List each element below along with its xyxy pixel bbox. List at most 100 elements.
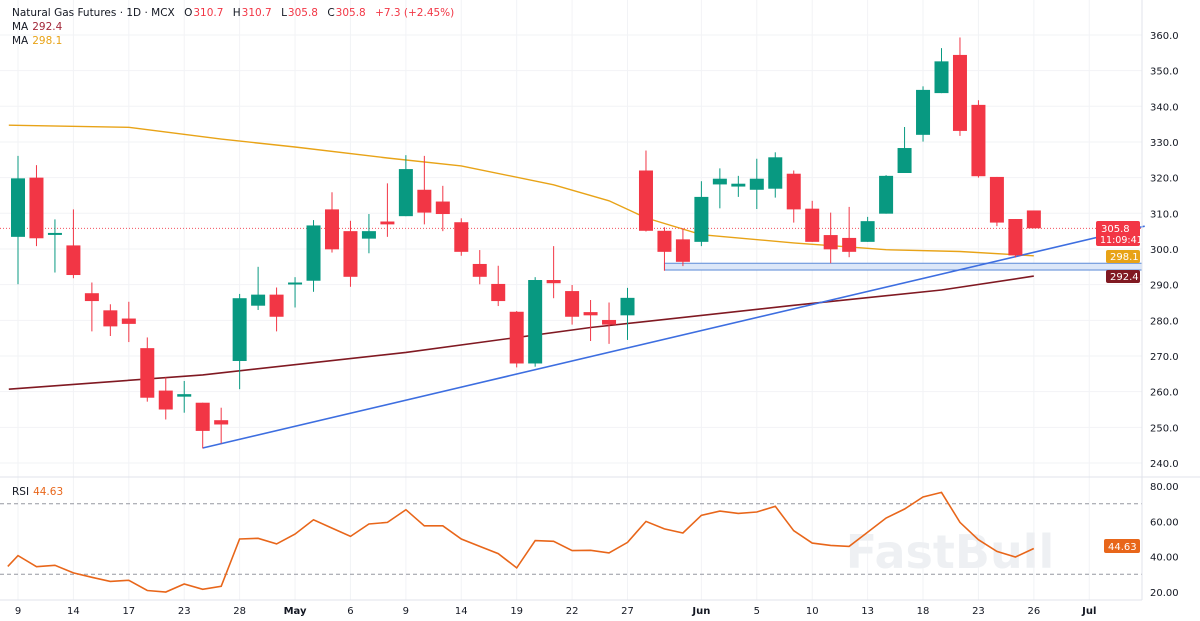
candle-body (805, 208, 820, 242)
candle (11, 155, 25, 285)
candle (288, 277, 303, 308)
ma-long-tag (1106, 270, 1140, 283)
candle (860, 216, 875, 242)
countdown-text: 11:09:41 (1100, 235, 1143, 246)
price-tick-label: 320.0 (1150, 174, 1179, 185)
candle-body (29, 177, 44, 239)
open-label: O (184, 7, 193, 19)
candle (805, 200, 820, 242)
candle (620, 287, 635, 340)
price-tick-label: 300.0 (1150, 245, 1179, 256)
candle-body (602, 319, 617, 325)
ma-short-value: 298.1 (32, 35, 63, 47)
time-tick-label: 17 (122, 606, 135, 617)
candle-body (546, 280, 561, 284)
candle (472, 250, 487, 285)
candle-body (879, 175, 894, 214)
time-tick-label: Jun (691, 606, 710, 617)
time-tick-label: 19 (510, 606, 523, 617)
candle (66, 209, 81, 279)
time-tick-label: 6 (347, 606, 353, 617)
candle (657, 227, 672, 271)
rsi-tag-text: 44.63 (1108, 542, 1137, 553)
time-tick-label: 22 (566, 606, 579, 617)
candle-body (121, 318, 136, 324)
candle-body (934, 61, 949, 94)
candle-body (620, 297, 635, 316)
candle-body (66, 245, 81, 276)
price-tick-label: 330.0 (1150, 138, 1179, 149)
candle-body (269, 294, 284, 317)
high-value: 310.7 (241, 7, 272, 19)
candle-body (749, 178, 764, 190)
time-tick-label: 5 (754, 606, 760, 617)
candle (897, 126, 912, 174)
candle-body (583, 312, 598, 316)
rsi-line (7, 491, 1035, 593)
candle (565, 285, 580, 325)
candle (638, 150, 653, 232)
rsi-tag (1104, 539, 1140, 553)
candle (361, 214, 376, 254)
candle (583, 299, 598, 342)
rsi-tick-label: 40.00 (1150, 553, 1179, 564)
time-tick-label: Jul (1081, 606, 1096, 617)
price-tick-label: 310.0 (1150, 209, 1179, 220)
candle (528, 277, 543, 367)
candle-body (491, 283, 506, 302)
chart-legend: Natural Gas Futures · 1D · MCX O310.7 H3… (12, 6, 454, 48)
low-value: 305.8 (287, 7, 318, 19)
candle (140, 337, 155, 402)
candle-body (232, 298, 247, 361)
candle-body (214, 420, 229, 425)
change-value: +7.3 (+2.45%) (375, 7, 455, 19)
candle (989, 176, 1004, 227)
time-tick-label: 26 (1027, 606, 1040, 617)
candle-body (1008, 219, 1023, 256)
candles (11, 37, 1041, 449)
time-tick-label: 9 (15, 606, 21, 617)
candle (768, 152, 783, 198)
candle-body (971, 104, 986, 177)
ma-long-label: MA (12, 21, 29, 33)
candle (454, 218, 469, 256)
candle-body (786, 173, 801, 210)
time-tick-label: 23 (972, 606, 985, 617)
candle (121, 301, 136, 343)
candle (251, 266, 266, 310)
candle (435, 185, 450, 232)
ma-long-tag-text: 292.4 (1110, 272, 1139, 283)
candle-body (417, 189, 432, 213)
time-tick-label: 18 (917, 606, 930, 617)
time-tick-label: 9 (403, 606, 409, 617)
price-tick-label: 290.0 (1150, 281, 1179, 292)
candle (84, 282, 99, 332)
candle (214, 407, 229, 444)
candle (1026, 210, 1041, 229)
ma-long-legend[interactable]: MA 292.4 (12, 20, 454, 34)
low-label: L (281, 7, 287, 19)
candle (177, 380, 192, 413)
time-tick-label: 27 (621, 606, 634, 617)
candle-body (768, 157, 783, 189)
ma-short-legend[interactable]: MA 298.1 (12, 34, 454, 48)
price-tick-label: 270.0 (1150, 352, 1179, 363)
time-tick-label: May (284, 606, 307, 617)
ma-long-value: 292.4 (32, 21, 63, 33)
candle-body (158, 390, 173, 410)
candle-body (472, 263, 487, 277)
watermark: FastBull (846, 525, 1054, 579)
support-zone-rect (663, 262, 1143, 271)
rsi-legend[interactable]: RSI 44.63 (12, 486, 63, 498)
candle (491, 265, 506, 307)
trendline (202, 225, 1145, 449)
candle-body (509, 311, 524, 364)
candle-body (47, 232, 62, 235)
candle (1008, 219, 1023, 258)
price-tick-label: 350.0 (1150, 67, 1179, 78)
candle (934, 48, 949, 94)
candle-body (1026, 210, 1041, 229)
candle (324, 192, 339, 253)
close-label: C (327, 7, 335, 19)
